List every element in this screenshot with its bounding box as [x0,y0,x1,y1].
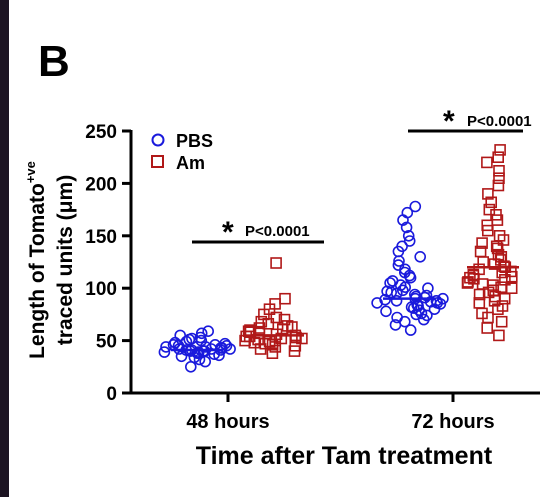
data-point-pbs-72-hours [430,294,443,307]
y-axis-label-superscript: +ve [23,161,38,183]
data-point-am-48-hours [266,347,279,360]
data-point-am-72-hours [483,203,496,216]
y-tick-label-50: 50 [96,332,117,353]
data-point-pbs-72-hours [409,200,422,213]
data-point-am-72-hours [495,281,507,294]
x-tick-label-72-hours: 72 hours [411,411,494,433]
data-point-pbs-48-hours [219,337,231,350]
data-point-am-72-hours [494,144,506,156]
data-point-pbs-72-hours [414,250,427,263]
data-point-pbs-48-hours [180,335,193,348]
y-tick-label-250: 250 [85,122,117,143]
data-point-am-48-hours [255,315,268,328]
legend-am-square-marker [151,155,164,168]
y-tick-label-100: 100 [85,279,117,300]
data-point-pbs-72-hours [380,305,392,318]
data-point-am-72-hours [473,263,485,276]
y-tick-label-150: 150 [85,227,117,248]
data-point-am-72-hours [491,242,504,255]
y-tick-label-0: 0 [106,384,117,405]
data-point-pbs-72-hours [404,324,417,336]
y-axis-label: Length of Tomato+ve traced units (μm) [23,161,77,359]
data-point-am-48-hours [270,311,283,324]
data-point-am-72-hours [473,297,486,309]
data-point-am-48-hours [296,332,308,345]
legend-pbs-circle-marker [151,133,165,147]
data-point-pbs-72-hours [437,292,449,305]
data-point-pbs-48-hours [220,339,233,352]
data-point-pbs-72-hours [392,259,405,271]
y-axis-label-main: Length of Tomato [26,183,49,359]
x-tick-label-48-hours: 48 hours [186,411,269,433]
y-axis-label-line2: traced units (μm) [54,175,77,345]
data-point-am-72-hours [482,311,494,324]
data-point-pbs-48-hours [202,325,214,338]
data-point-am-72-hours [492,179,505,192]
data-point-pbs-72-hours [384,277,396,289]
legend: PBS Am [151,131,213,173]
data-point-am-48-hours [281,320,294,332]
p-value-72h: P<0.0001 [467,113,532,130]
data-point-am-72-hours [492,248,505,261]
data-point-pbs-72-hours [396,240,408,253]
svg-text:Length of Tomato+ve: Length of Tomato+ve [23,161,49,359]
data-point-pbs-72-hours [401,206,414,219]
data-point-pbs-72-hours [403,235,416,247]
data-point-pbs-48-hours [185,360,197,373]
y-ticks: 0 50 100 150 200 250 [85,122,131,405]
data-point-pbs-72-hours [390,294,403,307]
data-point-pbs-48-hours [158,346,171,358]
data-point-pbs-48-hours [195,327,208,340]
data-point-am-72-hours [497,234,510,246]
data-point-am-72-hours [476,237,488,249]
data-point-am-72-hours [485,196,498,209]
data-point-am-48-hours [278,313,291,326]
data-point-pbs-48-hours [160,341,172,353]
data-point-am-48-hours [270,257,282,269]
data-point-pbs-72-hours [402,230,415,242]
left-edge-strip [0,0,9,497]
data-point-am-72-hours [464,271,476,284]
data-point-am-72-hours [493,230,506,242]
legend-label-pbs: PBS [176,131,213,151]
data-point-pbs-48-hours [174,329,186,342]
x-axis-label: Time after Tam treatment [196,442,493,470]
panel-letter: B [38,37,70,86]
data-point-pbs-72-hours [420,289,433,302]
data-point-pbs-72-hours [386,275,399,287]
data-point-am-72-hours [499,273,511,286]
data-point-am-72-hours [481,156,493,169]
data-point-pbs-72-hours [411,299,424,311]
data-point-am-72-hours [495,315,508,328]
data-point-pbs-72-hours [422,282,434,295]
y-tick-label-200: 200 [85,174,117,195]
significance-72h: * P<0.0001 [408,105,532,138]
data-point-am-72-hours [476,307,488,320]
significance-48h: * P<0.0001 [192,216,324,249]
significance-star-72h: * [443,105,455,138]
data-point-am-48-hours [279,292,291,305]
data-point-am-72-hours [481,322,494,334]
data-point-am-72-hours [474,245,487,258]
data-point-am-72-hours [482,188,494,200]
data-point-pbs-72-hours [391,311,403,324]
data-point-pbs-72-hours [413,304,425,317]
data-point-pbs-48-hours [186,332,198,345]
p-value-48h: P<0.0001 [245,223,310,240]
significance-star-48h: * [222,216,234,249]
data-point-am-72-hours [493,165,505,177]
legend-label-am: Am [176,153,205,173]
data-point-am-72-hours [493,172,505,184]
data-point-am-72-hours [493,329,505,342]
data-points [158,144,519,373]
data-point-pbs-72-hours [396,284,409,297]
data-point-am-72-hours [492,151,505,163]
data-point-am-72-hours [477,256,490,268]
